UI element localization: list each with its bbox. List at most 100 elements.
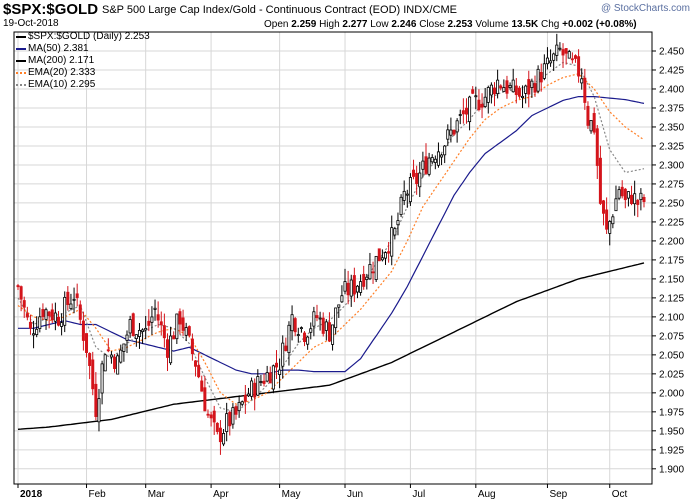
candle xyxy=(259,374,263,386)
candle-body xyxy=(35,328,39,335)
candle-body xyxy=(545,57,549,65)
candle xyxy=(396,212,400,236)
candle xyxy=(589,120,593,134)
candle-body xyxy=(555,44,559,56)
candle-body xyxy=(567,51,571,59)
ema10-line xyxy=(17,61,645,413)
candle xyxy=(337,304,341,318)
candle-body xyxy=(355,285,359,293)
candle xyxy=(85,333,89,358)
candle xyxy=(499,84,503,91)
candle-body xyxy=(340,295,344,303)
candle-body xyxy=(396,220,400,226)
x-tick-label: Feb xyxy=(89,489,107,500)
candle-body xyxy=(293,318,297,333)
candle xyxy=(141,328,145,344)
candle-body xyxy=(88,353,92,366)
candle xyxy=(60,313,64,336)
candle-body xyxy=(368,264,372,280)
candle-body xyxy=(440,154,444,158)
candle xyxy=(312,306,316,337)
candle-body xyxy=(589,120,593,132)
high-label: High xyxy=(319,19,340,30)
candle-body xyxy=(215,422,219,432)
candle-body xyxy=(256,376,260,396)
candle xyxy=(331,324,335,351)
y-tick-label: 2.125 xyxy=(659,293,684,304)
candle xyxy=(449,117,453,143)
candle xyxy=(63,291,67,333)
candle-body xyxy=(175,313,179,340)
candle-body xyxy=(474,95,478,98)
candle-body xyxy=(162,325,166,339)
candle-body xyxy=(190,338,194,355)
candle-body xyxy=(387,251,391,254)
candle xyxy=(153,299,157,321)
x-tick-label: May xyxy=(282,489,301,500)
candle-body xyxy=(327,322,331,342)
candle-body xyxy=(69,303,73,309)
candle-body xyxy=(265,372,269,382)
candle-body xyxy=(633,193,637,205)
candle xyxy=(47,310,51,329)
candle xyxy=(103,353,107,372)
candle-body xyxy=(352,275,356,295)
candle xyxy=(471,86,475,95)
candle-body xyxy=(253,382,257,398)
candle xyxy=(159,311,163,336)
y-tick-label: 2.450 xyxy=(659,46,684,57)
candle-body xyxy=(278,369,282,375)
candle xyxy=(536,65,540,94)
candle-body xyxy=(172,335,176,340)
candle xyxy=(178,308,182,335)
candle xyxy=(440,153,444,166)
candle xyxy=(16,283,20,291)
candle xyxy=(558,42,562,52)
candle-body xyxy=(22,300,26,308)
chg-label: Chg xyxy=(540,19,560,30)
candle xyxy=(552,52,556,71)
brand-watermark[interactable]: @ StockCharts.com xyxy=(600,3,690,14)
candle-body xyxy=(200,380,204,392)
candle-body xyxy=(303,332,307,343)
candle xyxy=(303,331,307,347)
candle-body xyxy=(642,196,646,202)
candle xyxy=(200,375,204,392)
candle xyxy=(486,85,490,114)
candle-body xyxy=(134,334,138,340)
low-value: 2.246 xyxy=(391,19,417,30)
candle-body xyxy=(144,327,148,331)
y-tick-label: 2.075 xyxy=(659,331,684,342)
candle-body xyxy=(16,285,20,288)
candle xyxy=(567,49,571,59)
candle xyxy=(611,214,615,229)
candle xyxy=(203,376,207,412)
candle-body xyxy=(237,402,241,412)
candle-body xyxy=(549,60,553,64)
high-value: 2.277 xyxy=(342,19,368,30)
candle-body xyxy=(505,80,509,94)
grid xyxy=(14,32,652,484)
candle xyxy=(169,326,173,366)
candle xyxy=(327,312,331,343)
legend-item-ma200: MA(200) 2.171 xyxy=(16,55,150,67)
candle xyxy=(150,306,154,335)
candle-body xyxy=(630,194,634,204)
y-tick-label: 2.250 xyxy=(659,198,684,209)
legend-swatch xyxy=(16,48,26,50)
candle-body xyxy=(324,321,328,331)
candle xyxy=(293,316,297,337)
candle xyxy=(633,180,637,216)
candle xyxy=(623,187,627,209)
x-tick-label: Jun xyxy=(347,489,363,500)
candle xyxy=(496,69,500,99)
candle-body xyxy=(349,279,353,297)
y-tick-label: 2.400 xyxy=(659,84,684,95)
candle-body xyxy=(390,227,394,257)
candle-body xyxy=(116,355,120,375)
candle xyxy=(464,98,468,124)
candle-body xyxy=(38,316,42,329)
candle xyxy=(405,189,409,208)
candle xyxy=(246,387,250,397)
